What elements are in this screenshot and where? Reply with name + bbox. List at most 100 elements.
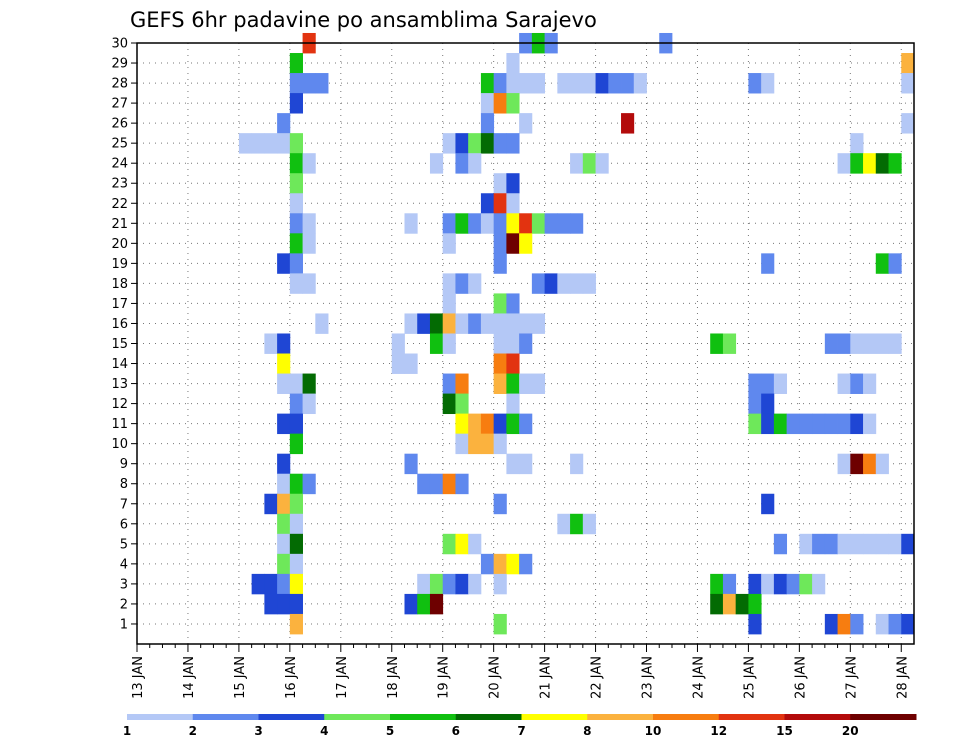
heatmap-cell	[493, 613, 507, 635]
heatmap-cell	[888, 253, 902, 274]
y-tick-label: 21	[111, 217, 128, 232]
heatmap-cell	[519, 553, 533, 575]
y-tick-label: 18	[111, 277, 128, 292]
heatmap-cell	[493, 413, 507, 435]
heatmap-cell	[888, 533, 902, 555]
heatmap-cell	[455, 433, 469, 455]
heatmap-cell	[850, 533, 864, 555]
heatmap-cell	[850, 153, 864, 174]
heatmap-cell	[468, 413, 482, 435]
legend-label: 1	[123, 724, 131, 738]
heatmap-cell	[302, 273, 316, 294]
heatmap-cell	[455, 273, 469, 294]
heatmap-cell	[875, 333, 889, 354]
heatmap-cell	[722, 573, 737, 595]
heatmap-cell	[404, 453, 418, 475]
heatmap-cell	[888, 613, 902, 635]
heatmap-cell	[455, 473, 469, 495]
heatmap-cell	[289, 233, 303, 254]
heatmap-cell	[799, 533, 813, 555]
heatmap-cell	[277, 473, 291, 495]
heatmap-cell	[506, 193, 520, 214]
heatmap-cell	[633, 73, 647, 94]
heatmap-cell	[506, 393, 520, 415]
heatmap-cell	[837, 373, 851, 394]
legend-swatch	[258, 714, 325, 720]
heatmap-cell	[761, 373, 775, 394]
heatmap-cell	[595, 153, 609, 174]
heatmap-cell	[544, 213, 558, 234]
heatmap-cell	[455, 213, 469, 234]
heatmap-cell	[480, 213, 495, 234]
heatmap-cell	[289, 133, 303, 154]
heatmap-cell	[531, 313, 546, 334]
heatmap-cell	[570, 513, 584, 535]
heatmap-cell	[289, 553, 303, 575]
heatmap-cell	[480, 553, 495, 575]
heatmap-cell	[391, 333, 405, 354]
heatmap-cell	[289, 253, 303, 274]
heatmap-cell	[875, 533, 889, 555]
heatmap-cell	[442, 373, 456, 394]
heatmap-cell	[429, 153, 444, 174]
heatmap-cell	[850, 453, 864, 475]
heatmap-cell	[506, 553, 520, 575]
heatmap-cell	[837, 413, 851, 435]
y-tick-label: 9	[120, 457, 128, 472]
color-legend: 1 2 3 4 5 6 7 8 10 12 15 20	[123, 714, 917, 738]
heatmap-cell	[493, 493, 507, 515]
heatmap-cell	[264, 493, 278, 515]
heatmap-cell	[289, 413, 303, 435]
heatmap-cell	[773, 373, 788, 394]
legend-label: 3	[254, 724, 262, 738]
heatmap-cell	[493, 253, 507, 274]
x-axis-ticks: 13 JAN 14 JAN 15 JAN 16 JAN 17 JAN 18 JAN 19 J…	[131, 644, 910, 699]
y-tick-label: 6	[120, 517, 128, 532]
y-tick-label: 12	[111, 397, 128, 412]
x-tick-label: 13 JAN	[131, 656, 146, 699]
heatmap-cell	[570, 73, 584, 94]
legend-label: 7	[517, 724, 525, 738]
heatmap-cell	[748, 373, 762, 394]
heatmap-cell	[506, 133, 520, 154]
heatmap-cell	[531, 213, 546, 234]
heatmap-cell	[506, 213, 520, 234]
heatmap-cell	[901, 113, 915, 134]
heatmap-cell	[748, 593, 762, 615]
heatmap-cell	[289, 493, 303, 515]
y-tick-label: 23	[111, 177, 128, 192]
heatmap-cell	[493, 333, 507, 354]
heatmap-cell	[621, 73, 635, 94]
heatmap-cell	[302, 213, 316, 234]
heatmap-cell	[289, 433, 303, 455]
heatmap-cell	[429, 313, 444, 334]
heatmap-cell	[251, 133, 265, 154]
heatmap-cell	[391, 353, 405, 374]
heatmap-cell	[315, 313, 329, 334]
heatmap-cell	[289, 513, 303, 535]
heatmap-cell	[480, 133, 495, 154]
heatmap-cell	[837, 333, 851, 354]
heatmap-cell	[468, 153, 482, 174]
y-tick-label: 10	[111, 437, 128, 452]
heatmap-cell	[799, 573, 813, 595]
legend-label: 2	[189, 724, 197, 738]
heatmap-cell	[570, 273, 584, 294]
heatmap-cell	[493, 193, 507, 214]
heatmap-cell	[302, 393, 316, 415]
heatmap-cell	[582, 73, 596, 94]
heatmap-cell	[277, 253, 291, 274]
heatmap-cell	[493, 233, 507, 254]
heatmap-cell	[875, 453, 889, 475]
heatmap-cell	[442, 313, 456, 334]
heatmap-cell	[506, 313, 520, 334]
heatmap-cell	[302, 73, 316, 94]
heatmap-cell	[875, 253, 889, 274]
legend-label: 10	[645, 724, 662, 738]
x-tick-label: 18 JAN	[386, 656, 401, 699]
heatmap-cell	[493, 173, 507, 194]
heatmap-cell	[289, 93, 303, 114]
heatmap-cell	[901, 73, 915, 94]
heatmap-cell	[519, 113, 533, 134]
heatmap-cell	[888, 333, 902, 354]
